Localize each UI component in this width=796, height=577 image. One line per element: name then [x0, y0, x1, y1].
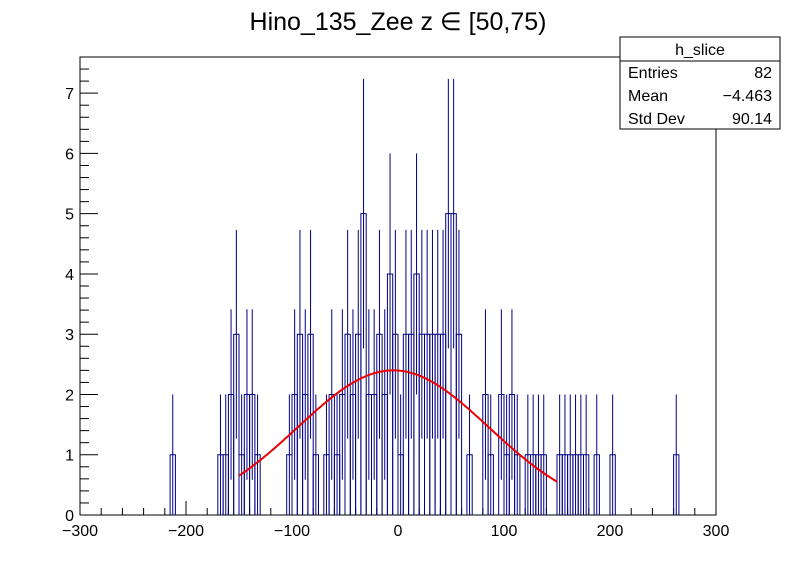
x-tick-label: −100	[274, 523, 310, 540]
x-tick-label: 0	[394, 523, 403, 540]
stats-entries-value: 82	[754, 65, 772, 82]
x-axis-tick-labels: −300 −200 −100 0 100 200 300	[62, 523, 729, 540]
stats-stddev-label: Std Dev	[628, 111, 685, 128]
gaussian-fit-curve	[238, 369, 558, 483]
y-tick-label: 7	[65, 86, 74, 103]
y-tick-label: 5	[65, 207, 74, 224]
stats-mean-value: −4.463	[723, 88, 772, 105]
error-bars	[172, 78, 677, 515]
x-tick-label: 100	[491, 523, 518, 540]
x-tick-label: 300	[703, 523, 730, 540]
y-tick-label: 0	[65, 508, 74, 525]
stats-stddev-value: 90.14	[732, 111, 772, 128]
y-tick-label: 3	[65, 327, 74, 344]
stats-box-frame	[619, 36, 781, 130]
x-tick-label: 200	[597, 523, 624, 540]
y-tick-label: 4	[65, 267, 74, 284]
stats-mean-label: Mean	[628, 88, 668, 105]
y-tick-label: 1	[65, 448, 74, 465]
y-tick-label: 6	[65, 146, 74, 163]
y-tick-label: 2	[65, 387, 74, 404]
stats-box: h_slice Entries 82 Mean −4.463 Std Dev 9…	[619, 36, 781, 130]
y-axis-ticks	[80, 56, 98, 516]
x-tick-label: −300	[62, 523, 98, 540]
stats-box-title: h_slice	[675, 42, 725, 59]
y-axis-tick-labels: 0 1 2 3 4 5 6 7	[65, 86, 74, 525]
plot-area	[79, 56, 717, 516]
x-tick-label: −200	[168, 523, 204, 540]
stats-entries-label: Entries	[628, 65, 678, 82]
chart-title: Hino_135_Zee z ∈ [50,75)	[250, 8, 547, 36]
